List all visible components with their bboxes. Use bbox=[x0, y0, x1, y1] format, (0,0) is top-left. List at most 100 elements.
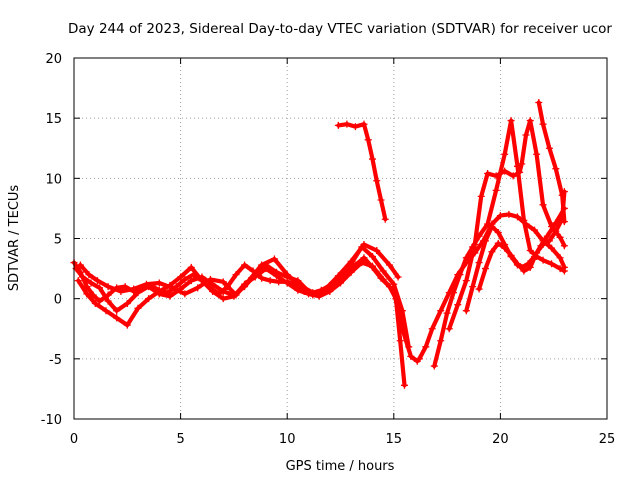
x-tick-label: 5 bbox=[176, 432, 184, 447]
chart-title: Day 244 of 2023, Sidereal Day-to-day VTE… bbox=[68, 21, 612, 37]
data-point-marker bbox=[232, 271, 240, 279]
data-point-marker bbox=[155, 279, 163, 287]
data-point-marker bbox=[539, 120, 547, 128]
data-point-marker bbox=[334, 121, 342, 129]
data-point-marker bbox=[556, 254, 564, 262]
data-point-marker bbox=[469, 283, 477, 291]
data-point-marker bbox=[360, 254, 368, 262]
data-point-marker bbox=[177, 273, 185, 281]
data-point-marker bbox=[270, 255, 278, 263]
data-point-marker bbox=[560, 242, 568, 250]
data-point-marker bbox=[166, 292, 174, 300]
data-point-marker bbox=[123, 299, 131, 307]
data-point-marker bbox=[245, 277, 253, 285]
data-point-marker bbox=[513, 260, 521, 268]
data-point-marker bbox=[130, 285, 138, 293]
data-point-marker bbox=[454, 301, 462, 309]
data-point-marker bbox=[437, 337, 445, 345]
data-point-marker bbox=[368, 253, 376, 261]
data-point-marker bbox=[76, 261, 84, 269]
data-point-marker bbox=[556, 265, 564, 273]
data-point-marker bbox=[206, 275, 214, 283]
data-point-marker bbox=[93, 277, 101, 285]
data-point-marker bbox=[539, 201, 547, 209]
data-point-marker bbox=[531, 226, 539, 234]
data-point-marker bbox=[219, 287, 227, 295]
series-track-4 bbox=[76, 241, 402, 299]
data-point-marker bbox=[533, 249, 541, 257]
series-track-5 bbox=[334, 120, 389, 223]
data-point-marker bbox=[373, 247, 381, 255]
data-point-marker bbox=[96, 297, 104, 305]
y-axis-label: SDTVAR / TECUs bbox=[7, 185, 22, 292]
data-point-marker bbox=[194, 284, 202, 292]
data-point-marker bbox=[258, 261, 266, 269]
data-point-marker bbox=[96, 284, 104, 292]
data-point-marker bbox=[475, 259, 483, 267]
data-point-marker bbox=[134, 304, 142, 312]
tick-layer: 0 5 10 15 20 25 -10 -5 0 5 10 15 20 bbox=[41, 52, 616, 447]
series-line bbox=[447, 118, 567, 331]
data-point-marker bbox=[518, 160, 526, 168]
data-point-marker bbox=[262, 265, 270, 273]
data-point-marker bbox=[283, 271, 291, 279]
data-point-marker bbox=[113, 314, 121, 322]
data-point-marker bbox=[548, 244, 556, 252]
data-point-marker bbox=[368, 155, 376, 163]
data-point-marker bbox=[358, 259, 366, 267]
data-point-marker bbox=[509, 172, 517, 180]
data-point-marker bbox=[560, 267, 568, 275]
data-point-marker bbox=[539, 256, 547, 264]
data-point-marker bbox=[481, 237, 489, 245]
data-point-marker bbox=[462, 277, 470, 285]
data-point-marker bbox=[102, 307, 110, 315]
y-tick-label: 5 bbox=[54, 233, 62, 248]
data-point-marker bbox=[326, 287, 334, 295]
data-point-marker bbox=[343, 120, 351, 128]
x-tick-label: 15 bbox=[386, 432, 403, 447]
data-point-marker bbox=[488, 222, 496, 230]
data-point-marker bbox=[315, 292, 323, 300]
data-point-marker bbox=[379, 275, 387, 283]
data-point-marker bbox=[526, 247, 534, 255]
data-point-marker bbox=[89, 291, 97, 299]
data-point-marker bbox=[309, 289, 317, 297]
x-axis-label: GPS time / hours bbox=[286, 459, 395, 474]
data-point-marker bbox=[494, 228, 502, 236]
data-point-marker bbox=[91, 299, 99, 307]
data-point-marker bbox=[104, 297, 112, 305]
data-point-marker bbox=[513, 213, 521, 221]
data-point-marker bbox=[187, 263, 195, 271]
series-layer bbox=[70, 99, 568, 389]
x-tick-label: 0 bbox=[70, 432, 78, 447]
data-point-marker bbox=[475, 285, 483, 293]
series-track-11 bbox=[535, 99, 568, 226]
data-point-marker bbox=[155, 287, 163, 295]
data-point-marker bbox=[273, 272, 281, 280]
data-point-marker bbox=[552, 227, 560, 235]
series-track-10 bbox=[475, 188, 568, 293]
data-point-marker bbox=[145, 295, 153, 303]
data-point-marker bbox=[552, 165, 560, 173]
data-point-marker bbox=[488, 248, 496, 256]
data-point-marker bbox=[181, 290, 189, 298]
data-point-marker bbox=[507, 251, 515, 259]
data-point-marker bbox=[117, 287, 125, 295]
data-point-marker bbox=[219, 278, 227, 286]
data-point-marker bbox=[266, 277, 274, 285]
grid-layer bbox=[74, 58, 607, 419]
data-point-marker bbox=[113, 307, 121, 315]
data-point-marker bbox=[462, 254, 470, 262]
y-tick-label: -5 bbox=[49, 353, 62, 368]
data-point-marker bbox=[556, 233, 564, 241]
data-point-marker bbox=[87, 279, 95, 287]
data-point-marker bbox=[456, 271, 464, 279]
data-point-marker bbox=[560, 218, 568, 226]
data-point-marker bbox=[368, 262, 376, 270]
data-point-marker bbox=[558, 191, 566, 199]
data-point-marker bbox=[294, 286, 302, 294]
data-point-marker bbox=[181, 275, 189, 283]
data-point-marker bbox=[241, 261, 249, 269]
data-point-marker bbox=[377, 196, 385, 204]
